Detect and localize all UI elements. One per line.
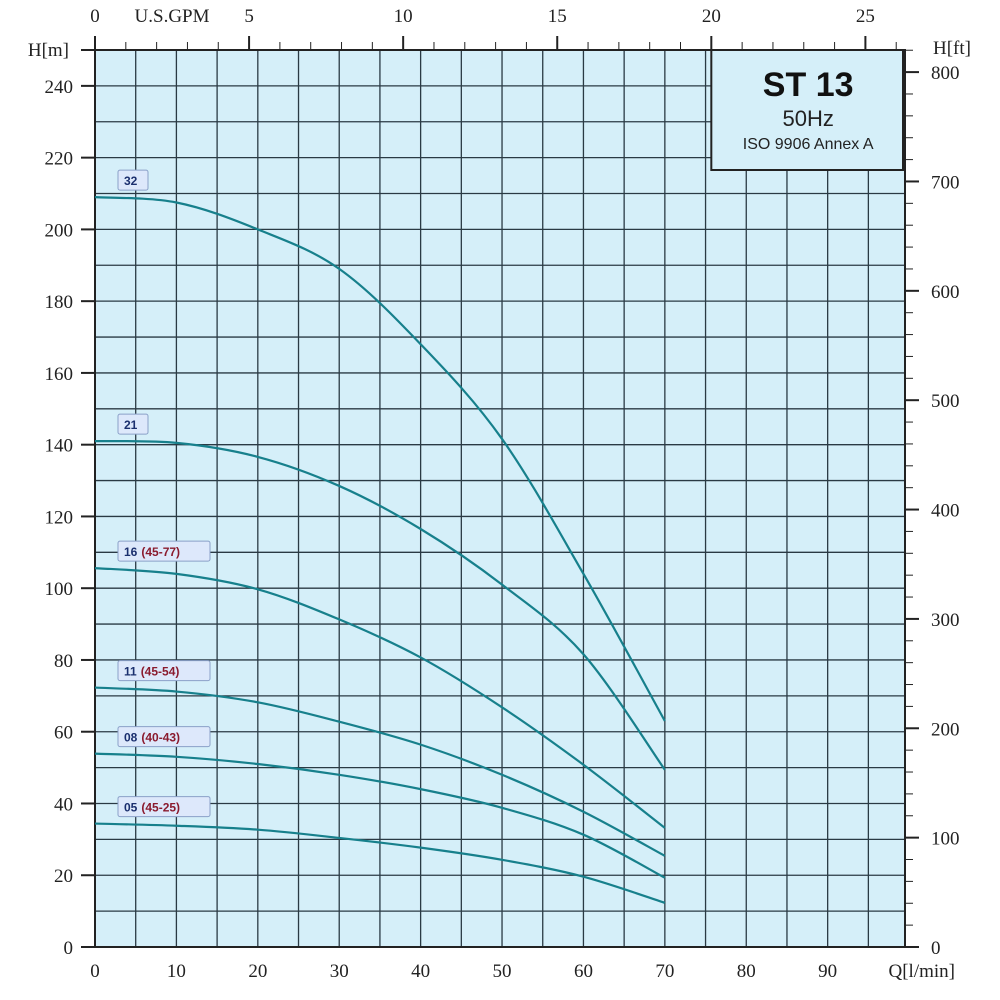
x-tick-label: 50: [493, 961, 512, 982]
curve-stage-number: 05: [124, 801, 138, 815]
x2-tick-label: 0: [90, 6, 100, 27]
curve-label-box: [117, 660, 211, 682]
x-tick-label: 20: [248, 961, 267, 982]
y2-tick-label: 200: [931, 719, 960, 740]
curve-08: [94, 752, 666, 879]
y-tick-label: 220: [45, 149, 74, 170]
y2-tick-label: 500: [931, 391, 960, 412]
curve-range: (40-43): [141, 731, 180, 745]
curve-label: 21: [124, 418, 138, 432]
curve-16: [94, 567, 666, 829]
curve-label: 05 (45-25): [124, 801, 180, 815]
x-tick-label: 60: [574, 961, 593, 982]
x-tick-label: 70: [655, 961, 674, 982]
curve-32: [94, 196, 666, 722]
curve-label: 08 (40-43): [124, 731, 180, 745]
x-tick-label: 40: [411, 961, 430, 982]
x-tick-label: 10: [167, 961, 186, 982]
y2-tick-label: 100: [931, 829, 960, 850]
curve-stage-number: 21: [124, 418, 138, 432]
y-tick-label: 40: [54, 794, 73, 815]
curve-label-box: [117, 540, 211, 562]
chart-title: ST 13: [763, 66, 854, 104]
curve-stage-number: 32: [124, 174, 138, 188]
y-tick-label: 20: [54, 866, 73, 887]
chart-note: ISO 9906 Annex A: [743, 136, 874, 153]
x-tick-label: 0: [90, 961, 100, 982]
x2-tick-label: 10: [394, 6, 413, 27]
y-tick-label: 200: [45, 220, 74, 241]
y2-tick-label: 700: [931, 172, 960, 193]
curve-label-box: [117, 413, 149, 435]
plot-border: [94, 49, 906, 948]
curve-11: [94, 686, 666, 857]
y2-tick-label: 600: [931, 282, 960, 303]
x2-tick-label: 15: [548, 6, 567, 27]
y-tick-label: 180: [45, 292, 74, 313]
y-tick-label: 60: [54, 723, 73, 744]
y2-tick-label: 0: [931, 938, 941, 959]
curve-range: (45-25): [141, 801, 180, 815]
y-tick-label: 100: [45, 579, 74, 600]
x-axis-label: Q[l/min]: [889, 961, 956, 982]
y2-axis-label: H[ft]: [933, 38, 971, 59]
y2-tick-label: 400: [931, 501, 960, 522]
curve-stage-number: 11: [124, 665, 137, 679]
curve-label-box: [117, 796, 211, 818]
chart-subtitle: 50Hz: [782, 106, 833, 131]
y2-tick-label: 800: [931, 63, 960, 84]
y-tick-label: 0: [64, 938, 74, 959]
curve-label: 11 (45-54): [124, 665, 179, 679]
curve-range: (45-77): [141, 545, 180, 559]
plot-area: [95, 50, 905, 947]
x2-tick-label: 20: [702, 6, 721, 27]
x-tick-label: 30: [330, 961, 349, 982]
x2-axis-label: U.S.GPM: [135, 6, 210, 27]
x2-tick-label: 25: [856, 6, 875, 27]
curve-label-box: [117, 169, 149, 191]
y2-tick-label: 300: [931, 610, 960, 631]
curve-label-box: [117, 726, 211, 748]
x-tick-label: 90: [818, 961, 837, 982]
y-tick-label: 80: [54, 651, 73, 672]
title-box: [710, 49, 904, 171]
curve-stage-number: 08: [124, 731, 138, 745]
curve-05: [94, 822, 666, 904]
curve-21: [94, 439, 666, 771]
curve-label: 16 (45-77): [124, 545, 180, 559]
y-axis-label: H[m]: [28, 40, 69, 61]
x2-tick-label: 5: [244, 6, 254, 27]
curve-stage-number: 16: [124, 545, 138, 559]
curve-range: (45-54): [141, 665, 180, 679]
y-tick-label: 140: [45, 436, 74, 457]
x-tick-label: 80: [737, 961, 756, 982]
y-tick-label: 160: [45, 364, 74, 385]
curve-label: 32: [124, 174, 138, 188]
y-tick-label: 120: [45, 507, 74, 528]
y-tick-label: 240: [45, 77, 74, 98]
